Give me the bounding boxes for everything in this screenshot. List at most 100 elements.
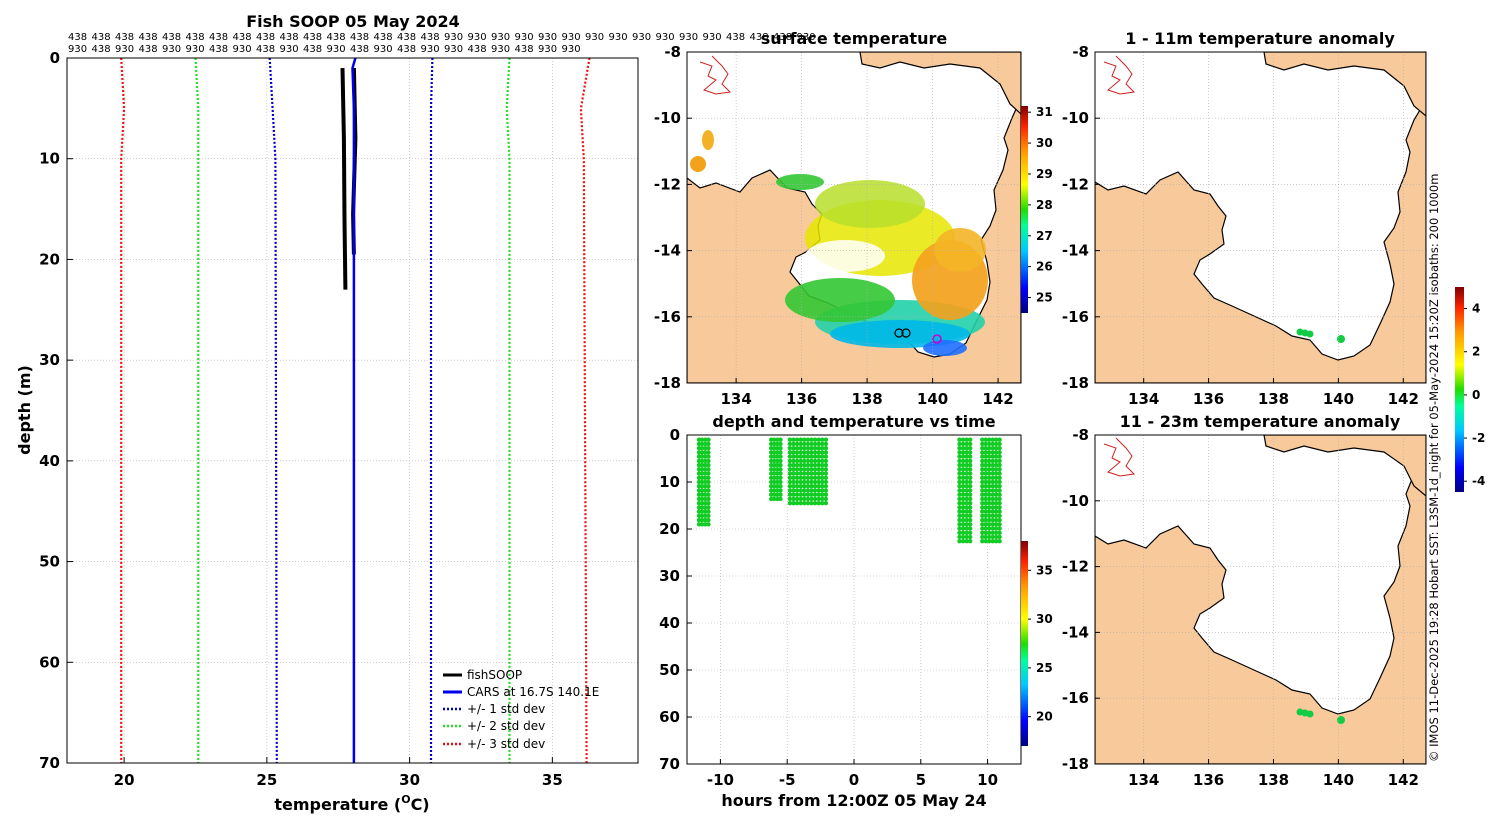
cast-point [990,526,995,531]
cast-point [805,462,811,468]
map-ytick-label: -14 [1062,242,1089,260]
top-row-label: 438 [233,32,252,43]
sst-map-ticks: 134 136 138 140 142 -8 -10 -12 -14 -16 -18 [654,43,1014,408]
cast-point [812,479,818,485]
cast-point [997,437,1002,442]
cast-point [968,522,973,527]
cast-point [957,450,962,455]
cast-point [778,475,783,480]
cast-point [696,513,702,518]
cast-point [772,437,777,442]
land-northwest-outline [1103,55,1136,95]
cast-point [794,467,800,472]
cast-point [706,513,711,518]
cast-point [997,496,1002,502]
top-row-label: 930 [797,32,816,43]
cast-point [820,496,825,502]
cast-point [983,488,988,493]
cast-point [802,467,807,472]
top-row-label: 438 [350,44,369,55]
cast-point [960,484,966,489]
top-row-label: 438 [303,32,322,43]
cast-point [816,501,821,506]
cast-point [997,450,1002,455]
cast-point [957,539,962,544]
map-xtick-label: 136 [1193,390,1224,408]
cast-point [794,479,800,485]
cast-point [778,488,783,493]
cast-point [699,517,705,523]
map-ytick-label: -18 [1062,755,1089,773]
cast-point [957,534,962,540]
cast-point [769,492,774,497]
cast-point [787,501,793,506]
cast-point [802,471,807,476]
time-ytick-label: 20 [659,520,680,538]
cast-point [775,467,780,472]
cast-point [968,501,973,506]
cast-point [994,505,999,510]
cast-point [997,505,1002,510]
cast-point [964,471,969,476]
time-colorbar [1021,541,1028,746]
cast-point [805,458,811,464]
cast-point [778,462,783,468]
colorbar-tick-label: 2 [1472,345,1480,359]
top-row-label: 930 [703,32,722,43]
cast-point [794,437,800,442]
sst-green-north-strip [776,174,824,190]
cast-point [964,475,969,480]
cast-point [706,467,711,472]
cast-point [703,479,708,485]
cast-point [706,501,711,506]
cast-point [960,505,966,510]
cast-point [699,488,705,493]
cast-point [957,530,962,535]
cast-point [964,458,969,464]
cast-point [980,458,985,464]
time-ytick-label: 40 [659,614,680,632]
cast-point [980,517,985,523]
cast-point [696,454,702,459]
top-row-label: 930 [68,44,87,55]
anomaly-11-23-title: 11 - 23m temperature anomaly [1120,412,1401,431]
cast-point [802,501,807,506]
cast-point [983,505,988,510]
cast-point [964,484,969,489]
top-row-label: 930 [679,32,698,43]
time-ticks: -10 -5 0 5 10 0 10 20 30 40 50 60 70 [659,426,998,789]
cast-point [787,458,793,464]
profile-ticks: 20 25 30 35 0 10 20 30 40 50 60 70 [39,49,563,789]
cast-point [772,467,777,472]
time-xtick-label: 5 [916,771,926,789]
cast-point [968,479,973,485]
cast-point [957,505,962,510]
cast-point [994,513,999,518]
cast-point [703,522,708,527]
cast-point [994,454,999,459]
cast-point [706,450,711,455]
cast-point [983,501,988,506]
cast-point [791,458,796,464]
cast-point [997,526,1002,531]
cast-point [805,446,811,451]
cast-point [968,467,973,472]
cast-point [699,505,705,510]
top-row-label: 438 [421,32,440,43]
cast-point [798,475,803,480]
cast-point [696,467,702,472]
cast-point [990,471,995,476]
cast-point [980,441,985,447]
cast-point [987,539,992,544]
cast-point [983,526,988,531]
map-xtick-label: 138 [851,390,882,408]
cast-point [964,526,969,531]
cast-point [957,441,962,447]
anomaly-11-23-ticks: 134 136 138 140 142 -8 -10 -12 -14 -16 -18 [1062,426,1419,789]
cast-point [809,450,814,455]
cast-point [997,509,1002,514]
cast-point [960,479,966,485]
cast-point [778,450,783,455]
top-row-label: 930 [162,44,181,55]
top-row-label: 438 [256,44,275,55]
